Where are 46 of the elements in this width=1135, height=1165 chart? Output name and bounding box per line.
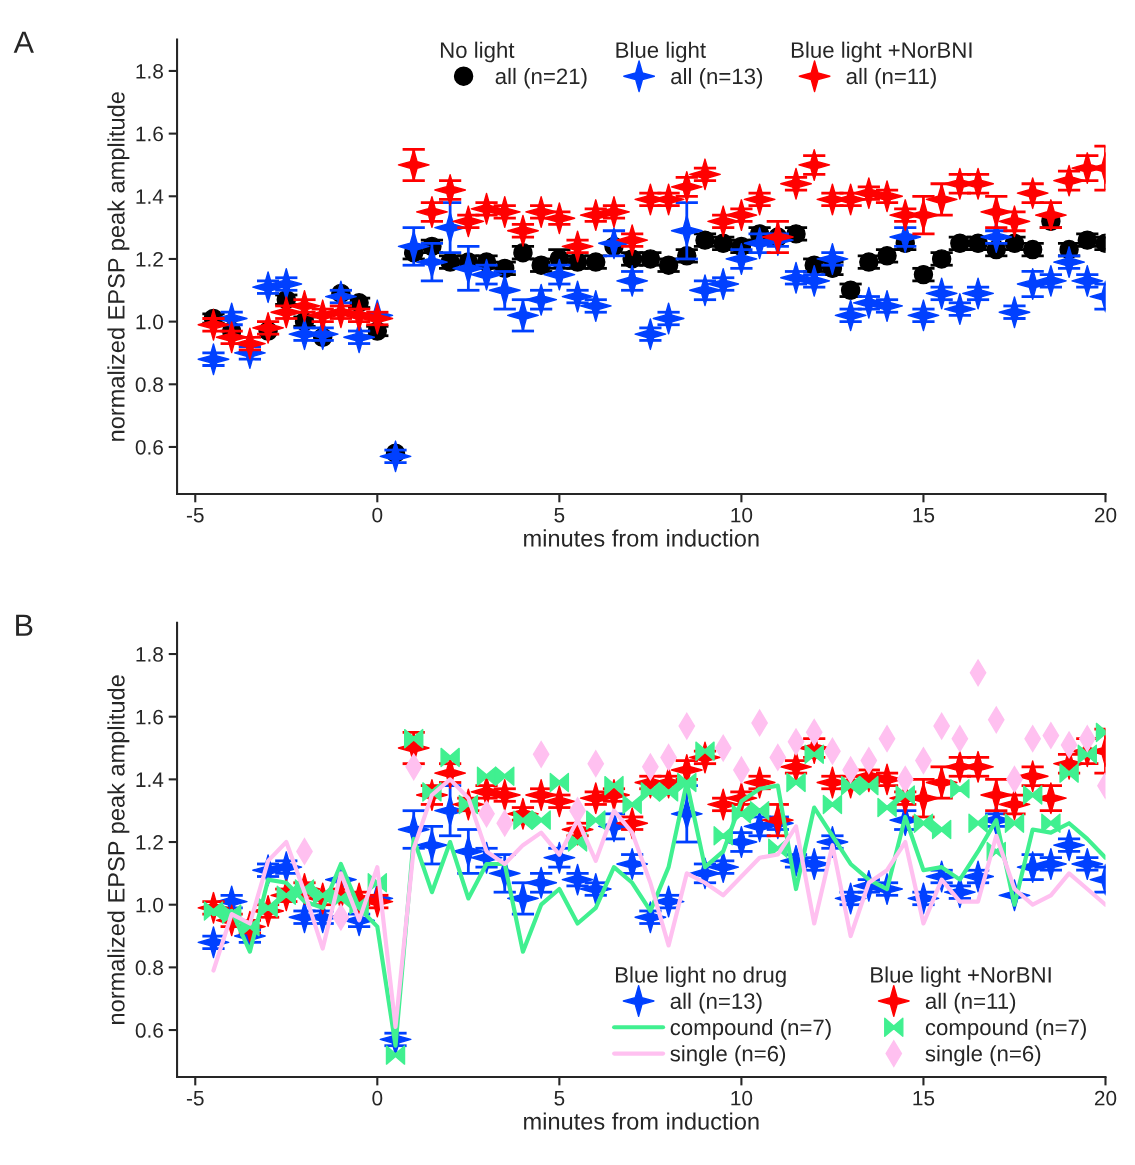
x-tick-label: 10 — [731, 1090, 753, 1106]
legend-label: single (n=6) — [925, 1045, 1041, 1066]
y-tick-label: 1.6 — [136, 126, 163, 142]
y-tick-label: 1.8 — [136, 63, 163, 79]
y-axis-title: normalized EPSP peak amplitude — [107, 675, 130, 1024]
y-axis-title: normalized EPSP peak amplitude — [107, 92, 130, 441]
legend-label: single (n=6) — [670, 1045, 786, 1066]
x-tick-label: 0 — [372, 507, 383, 523]
x-tick-label: -5 — [186, 1091, 204, 1106]
x-tick-label: -5 — [186, 507, 204, 523]
y-tick-label: 1.0 — [136, 897, 164, 913]
y-tick-label: 0.6 — [135, 1023, 163, 1038]
legend-label: all (n=11) — [925, 992, 1016, 1014]
y-tick-label: 1.6 — [136, 709, 163, 725]
text: B — [16, 614, 33, 636]
y-tick-label: 0.8 — [135, 377, 163, 393]
y-tick-label: 0.6 — [135, 439, 163, 455]
x-tick-label: 15 — [913, 507, 935, 523]
x-tick-label: 0 — [372, 1090, 383, 1106]
annotation: No light — [440, 41, 515, 63]
x-tick-label: 15 — [913, 1091, 935, 1106]
y-tick-label: 1.0 — [136, 314, 164, 330]
annotation: Blue light — [616, 41, 706, 63]
x-tick-label: 5 — [554, 507, 565, 523]
legend-label: all (n=13) — [670, 992, 762, 1014]
legend-label: all (n=21) — [495, 67, 587, 89]
legend-label: compound (n=7) — [670, 1018, 831, 1040]
text: A — [13, 31, 34, 53]
annotation: Blue light +NorBNI — [871, 966, 1051, 988]
x-axis-title: minutes from induction — [524, 529, 759, 547]
x-tick-label: 5 — [554, 1091, 565, 1106]
y-tick-label: 1.4 — [136, 772, 164, 787]
annotation: Blue light no drug — [615, 966, 786, 988]
y-tick-label: 1.2 — [136, 251, 163, 267]
legend-label: all (n=13) — [671, 67, 763, 89]
y-tick-label: 1.2 — [136, 835, 163, 850]
x-axis-title: minutes from induction — [524, 1112, 759, 1130]
y-tick-label: 1.4 — [136, 189, 164, 204]
annotation: Blue light +NorBNI — [791, 41, 972, 63]
x-tick-label: 20 — [1094, 1090, 1117, 1106]
x-tick-label: 20 — [1094, 507, 1117, 523]
legend-label: all (n=11) — [846, 67, 936, 89]
x-tick-label: 10 — [731, 507, 753, 523]
y-tick-label: 0.8 — [135, 960, 163, 976]
legend-label: compound (n=7) — [925, 1018, 1086, 1040]
y-tick-label: 1.8 — [136, 647, 163, 662]
